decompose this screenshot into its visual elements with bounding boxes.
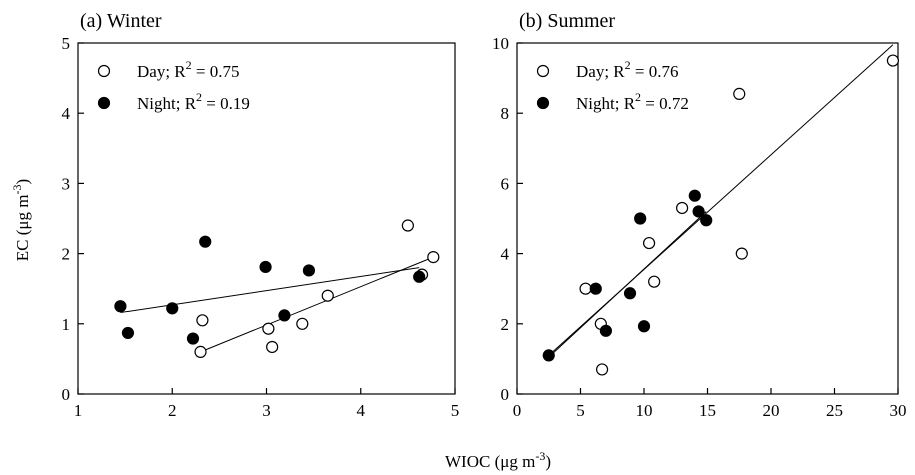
y-tick-label: 6 [501, 174, 510, 193]
y-tick-label: 4 [62, 104, 71, 123]
legend-entry: Day; R2 = 0.75 [137, 58, 239, 81]
legend-superscript: 2 [196, 90, 202, 104]
x-tick-label: 4 [357, 401, 366, 420]
day-data-point [648, 275, 661, 288]
legend-marker-day [97, 64, 111, 78]
day-data-point [735, 247, 748, 260]
y-tick-label: 2 [501, 315, 510, 334]
day-data-point [595, 363, 609, 376]
x-tick-label: 25 [826, 401, 843, 420]
night-data-point [623, 287, 637, 300]
legend-series-name: Day; R [137, 62, 186, 81]
plot-frame [77, 42, 456, 395]
night-data-point [542, 349, 555, 362]
y-axis-label-end: ) [13, 179, 32, 185]
x-axis-label-text: WIOC (μg m [445, 452, 535, 471]
y-tick-label: 0 [62, 385, 71, 404]
day-data-point [642, 236, 656, 250]
legend-marker-night [97, 96, 111, 110]
y-tick-label: 5 [62, 34, 71, 53]
night-data-point [199, 235, 212, 248]
day-data-point [401, 219, 414, 232]
x-axis-label: WIOC (μg m-3) [445, 449, 551, 471]
legend-series-name: Night; R [576, 94, 636, 113]
night-data-point [114, 300, 127, 313]
legend-r2-value: = 0.75 [192, 62, 240, 81]
day-data-point [733, 87, 746, 100]
y-tick-label: 0 [501, 385, 510, 404]
night-data-point [186, 332, 200, 345]
legend-r2-value: = 0.76 [631, 62, 679, 81]
day-data-point [194, 345, 207, 358]
y-axis-label-text: EC (μg m [13, 194, 32, 261]
night-data-point [637, 320, 651, 333]
day-data-point [266, 340, 279, 354]
y-axis-label-superscript: -3 [10, 184, 24, 194]
y-tick-label: 10 [492, 34, 509, 53]
night-fit-line [120, 267, 420, 314]
y-tick-label: 2 [62, 245, 71, 264]
day-data-point [886, 54, 900, 67]
legend-r2-value: = 0.72 [641, 94, 689, 113]
night-data-point [692, 205, 705, 218]
night-fit-line [548, 211, 707, 358]
x-tick-label: 20 [763, 401, 780, 420]
y-tick-label: 8 [501, 104, 510, 123]
x-tick-label: 30 [890, 401, 907, 420]
x-tick-label: 10 [636, 401, 653, 420]
legend-marker-day [536, 64, 550, 78]
x-axis-label-end: ) [545, 452, 551, 471]
day-data-point [579, 282, 592, 295]
x-tick-label: 1 [74, 401, 83, 420]
night-data-point [278, 309, 291, 322]
x-tick-label: 3 [262, 401, 271, 420]
day-data-point [262, 322, 275, 335]
x-tick-label: 5 [576, 401, 585, 420]
x-tick-label: 15 [699, 401, 716, 420]
y-tick-label: 4 [501, 245, 510, 264]
x-tick-label: 2 [168, 401, 177, 420]
day-fit-line [200, 256, 434, 353]
x-tick-label: 0 [513, 401, 522, 420]
y-axis-label: EC (μg m-3) [10, 179, 32, 261]
night-data-point [166, 302, 179, 315]
legend-r2-value: = 0.19 [202, 94, 250, 113]
legend-marker-night [536, 96, 550, 110]
night-data-point [121, 326, 135, 340]
night-data-point [634, 212, 647, 225]
x-tick-label: 5 [451, 401, 460, 420]
legend-superscript: 2 [186, 58, 192, 72]
day-data-point [196, 314, 209, 327]
legend-series-name: Night; R [137, 94, 197, 113]
night-data-point [589, 282, 602, 295]
night-data-point [688, 189, 701, 202]
day-data-point [427, 251, 440, 264]
night-data-point [700, 214, 713, 227]
panel-title: (b) Summer [519, 10, 615, 32]
x-axis-label-superscript: -3 [535, 449, 545, 463]
legend-entry: Day; R2 = 0.76 [576, 58, 678, 81]
day-data-point [321, 289, 334, 302]
legend-entry: Night; R2 = 0.19 [137, 90, 250, 113]
panel-title: (a) Winter [80, 10, 162, 32]
night-data-point [599, 324, 613, 337]
night-data-point [413, 270, 426, 283]
legend-superscript: 2 [625, 58, 631, 72]
y-tick-label: 1 [62, 315, 71, 334]
day-data-point [675, 201, 689, 215]
legend-series-name: Day; R [576, 62, 625, 81]
night-data-point [259, 260, 272, 274]
night-data-point [302, 264, 316, 277]
legend-entry: Night; R2 = 0.72 [576, 90, 689, 113]
day-data-point [296, 317, 309, 330]
y-tick-label: 3 [62, 174, 71, 193]
legend-superscript: 2 [635, 90, 641, 104]
